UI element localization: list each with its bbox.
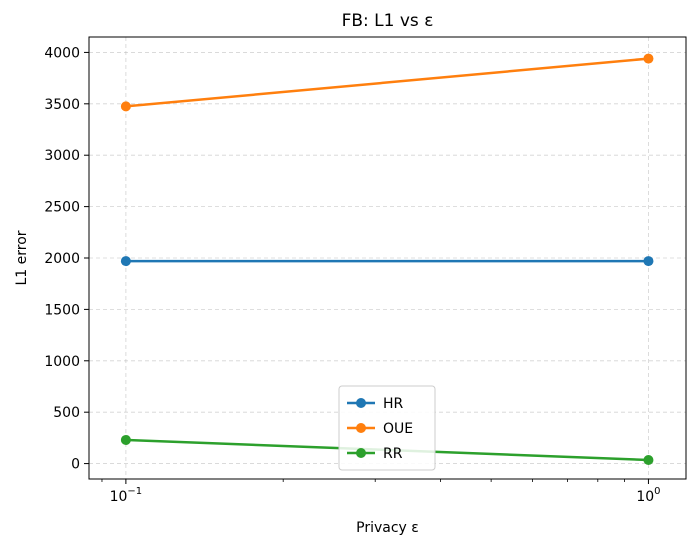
legend-marker [356,423,366,433]
y-tick-label: 3500 [44,97,80,113]
x-tick-label: 10−1 [110,486,143,505]
legend-label: OUE [383,421,413,437]
legend-marker [356,448,366,458]
legend-item-rr: RR [347,446,403,462]
y-tick-label: 1000 [44,354,80,370]
y-tick-label: 3000 [44,148,80,164]
data-point-hr [120,256,131,267]
x-tick-label: 100 [636,486,660,505]
data-point-oue [643,53,654,64]
y-tick-label: 500 [53,405,80,421]
legend-marker [356,398,366,408]
legend-label: HR [383,396,404,412]
y-tick-label: 2000 [44,251,80,267]
legend-item-hr: HR [347,396,404,412]
data-point-oue [120,101,131,112]
y-tick-label: 4000 [44,45,80,61]
data-point-rr [643,454,654,465]
series-hr [120,256,654,267]
data-point-hr [643,256,654,267]
y-tick-label: 1500 [44,302,80,318]
y-tick-label: 2500 [44,200,80,216]
x-axis-label: Privacy ε [356,520,419,536]
series-oue [120,53,654,112]
y-tick-label: 0 [71,457,80,473]
data-point-rr [120,434,131,445]
y-axis-label: L1 error [14,230,30,285]
series-line-oue [125,57,649,108]
y-axis: 0 500 1000 1500 2000 2500 3000 3500 4000 [44,45,89,473]
legend-item-oue: OUE [347,421,413,437]
legend-label: RR [383,446,403,462]
x-axis: 10−1 100 [101,479,661,505]
legend: HR OUE RR [338,385,436,471]
chart-title: FB: L1 vs ε [342,11,434,31]
